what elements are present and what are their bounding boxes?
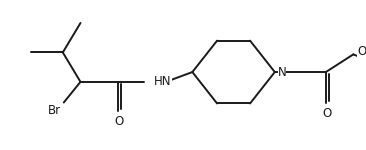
Text: O: O (357, 45, 366, 58)
Text: Br: Br (48, 104, 60, 117)
Text: N: N (278, 66, 287, 79)
Text: O: O (114, 115, 123, 128)
Text: HN: HN (154, 75, 172, 88)
Text: O: O (322, 107, 332, 120)
